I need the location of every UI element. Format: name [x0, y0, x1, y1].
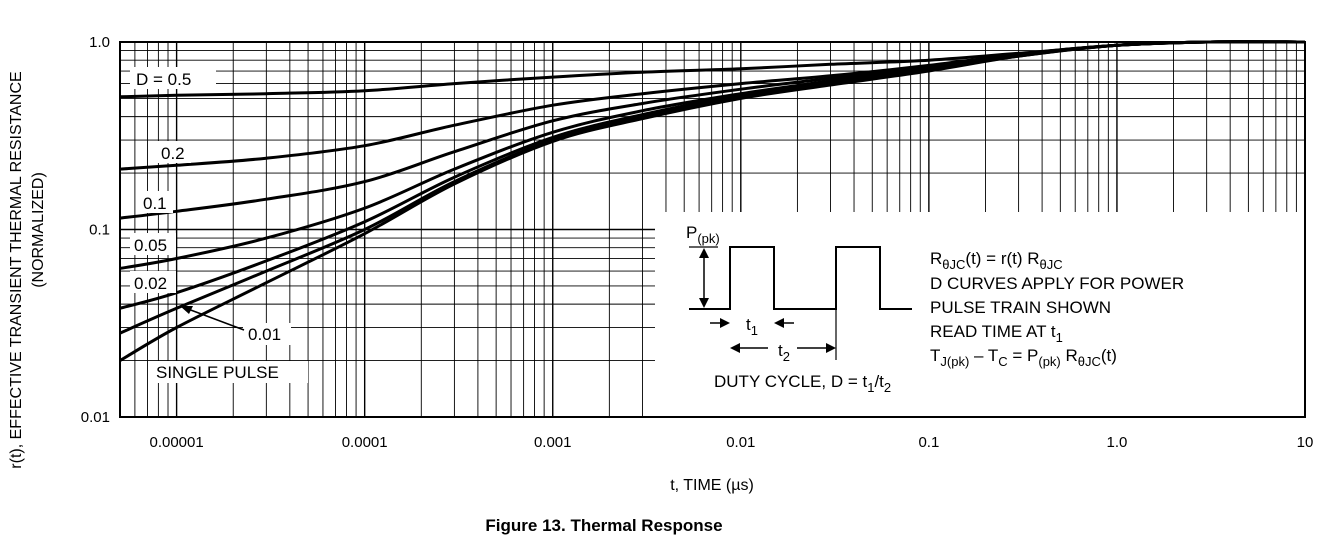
series-label-02: 0.2 — [161, 144, 185, 163]
ppk-arrow-up — [699, 248, 709, 258]
x-tick-label: 0.1 — [918, 434, 939, 451]
x-axis-label: t, TIME (µs) — [670, 477, 754, 494]
duty-cycle-label: DUTY CYCLE, D = t1/t2 — [714, 372, 891, 395]
pulse-arrowheads — [699, 248, 836, 353]
x-tick-label: 0.01 — [726, 434, 755, 451]
series-line-1 — [119, 40, 1306, 171]
tick-labels: 0.00001 0.0001 0.001 0.01 0.1 1.0 10 0.01 0.1 1.0 — [81, 34, 1314, 451]
series-label-002: 0.02 — [134, 274, 167, 293]
plot-frame — [119, 41, 1306, 418]
series-label-001: 0.01 — [248, 325, 281, 344]
ppk-arrow-down — [699, 298, 709, 308]
series-label-d05: D = 0.5 — [136, 70, 191, 89]
y-tick-label: 1.0 — [89, 34, 110, 51]
label-pointer-arrowhead — [180, 306, 193, 314]
note-line-2: D CURVES APPLY FOR POWER — [930, 274, 1184, 293]
label-bg-single — [150, 361, 308, 383]
y-tick-label: 0.1 — [89, 222, 110, 239]
label-bg-d05 — [130, 67, 216, 89]
y-axis-label-line1: r(t), EFFECTIVE TRANSIENT THERMAL RESIST… — [8, 71, 25, 468]
t1-arrow-left — [774, 318, 784, 328]
label-bg-005 — [130, 233, 176, 255]
note-line-3: PULSE TRAIN SHOWN — [930, 298, 1111, 317]
t1-arrow-right — [720, 318, 730, 328]
figure-caption: Figure 13. Thermal Response — [485, 516, 722, 535]
equation-rtheta: RθJC(t) = r(t) RθJC — [930, 249, 1063, 272]
t2-label: t2 — [778, 341, 790, 364]
series-line-0 — [119, 40, 1306, 99]
label-bg-001 — [243, 323, 291, 345]
series-label-single-pulse: SINGLE PULSE — [156, 363, 279, 382]
t2-arrow-left — [730, 343, 740, 353]
note-line-4: READ TIME AT t1 — [930, 322, 1063, 345]
series-label-01: 0.1 — [143, 194, 167, 213]
x-tick-label: 0.001 — [534, 434, 572, 451]
y-axis-label-line2: (NORMALIZED) — [30, 172, 47, 288]
label-bg-002 — [130, 271, 176, 293]
series-line-2 — [119, 40, 1306, 220]
series-label-005: 0.05 — [134, 236, 167, 255]
label-bg-01 — [139, 191, 173, 213]
t2-arrow-right — [826, 343, 836, 353]
label-pointer-line — [187, 308, 245, 331]
x-tick-label: 10 — [1297, 434, 1314, 451]
label-bg-02 — [157, 141, 191, 163]
series-line-6 — [119, 40, 1306, 362]
ppk-label: P(pk) — [686, 223, 720, 246]
pulse-waveform — [689, 246, 912, 310]
t1-label: t1 — [746, 315, 758, 338]
x-tick-label: 0.0001 — [342, 434, 388, 451]
equation-tj: TJ(pk) – TC = P(pk) RθJC(t) — [930, 346, 1117, 369]
x-tick-label: 1.0 — [1107, 434, 1128, 451]
curves-group — [119, 40, 1306, 362]
y-tick-label: 0.01 — [81, 409, 110, 426]
x-tick-label: 0.00001 — [149, 434, 203, 451]
